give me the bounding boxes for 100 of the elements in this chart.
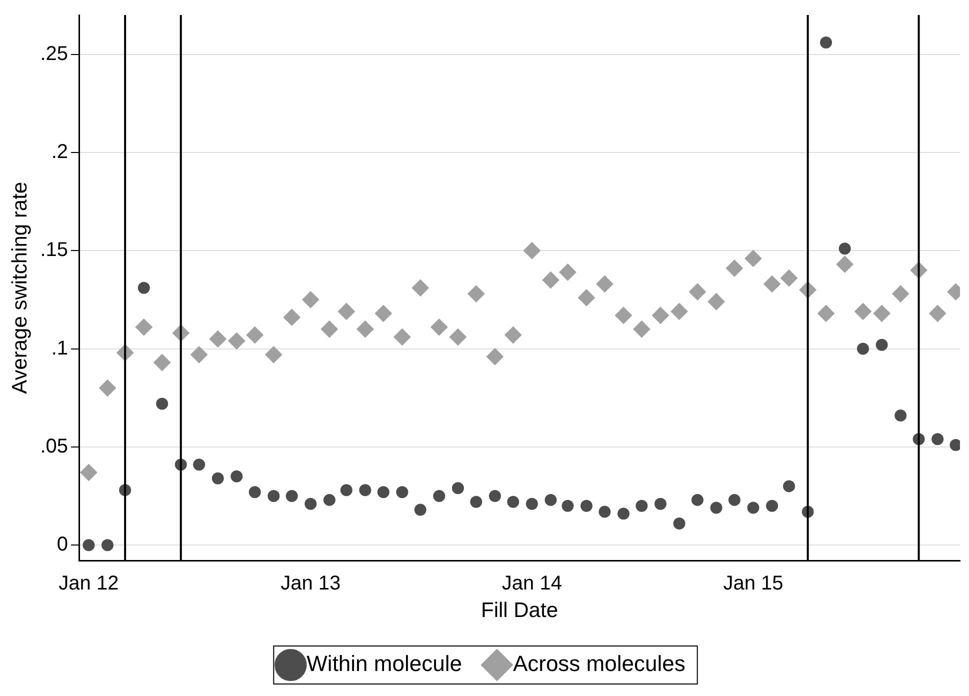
x-tick-label: Jan 15: [723, 572, 784, 594]
point: [854, 302, 872, 320]
point: [323, 494, 336, 506]
point: [836, 256, 854, 273]
point: [820, 36, 832, 48]
point: [578, 289, 595, 306]
point: [304, 498, 317, 510]
point: [783, 480, 796, 492]
point: [504, 326, 522, 344]
point: [340, 484, 352, 496]
point: [688, 283, 706, 300]
point: [544, 494, 557, 506]
point: [780, 270, 798, 287]
point: [580, 500, 592, 512]
point: [80, 464, 98, 481]
point: [286, 490, 298, 502]
point: [412, 279, 429, 296]
point: [246, 326, 264, 344]
point: [764, 275, 781, 292]
point: [470, 496, 482, 508]
point: [452, 482, 464, 494]
point: [156, 398, 168, 410]
point: [876, 338, 888, 351]
point: [932, 433, 944, 446]
point: [430, 318, 448, 336]
x-tick-label: Jan 12: [58, 572, 119, 594]
y-tick-label: .25: [40, 42, 68, 65]
point: [929, 304, 946, 322]
point: [636, 500, 648, 512]
point: [230, 470, 243, 482]
x-tick-label: Jan 13: [280, 572, 341, 594]
y-tick-label: .1: [51, 337, 68, 360]
point: [617, 508, 630, 520]
point: [673, 517, 686, 530]
point: [728, 494, 740, 506]
point: [248, 486, 261, 498]
point: [102, 539, 114, 552]
point: [766, 500, 778, 512]
point: [468, 285, 485, 302]
point: [135, 318, 152, 336]
point: [283, 308, 300, 326]
point: [268, 490, 280, 502]
point: [396, 486, 408, 498]
point: [99, 380, 116, 397]
point: [894, 410, 907, 422]
point: [212, 472, 224, 484]
point: [228, 332, 246, 350]
point: [873, 304, 890, 322]
point: [138, 282, 150, 294]
legend-label: Within molecule: [306, 651, 462, 676]
point: [559, 264, 576, 281]
point: [488, 490, 501, 502]
point: [747, 502, 760, 514]
point: [654, 498, 666, 510]
point: [691, 494, 704, 506]
legend-label: Across molecules: [512, 651, 686, 676]
point: [633, 320, 650, 338]
point: [433, 490, 446, 502]
point: [726, 260, 743, 277]
point: [377, 486, 390, 498]
x-axis-title: Fill Date: [480, 599, 558, 622]
y-tick-label: .05: [40, 435, 68, 458]
point: [652, 306, 669, 324]
point: [818, 304, 834, 322]
point: [507, 496, 520, 508]
point: [542, 272, 560, 289]
y-axis-title: Average switching rate: [8, 182, 32, 394]
point: [414, 504, 426, 516]
point: [523, 242, 540, 260]
point: [856, 342, 869, 355]
point: [193, 458, 206, 471]
point: [302, 291, 320, 308]
point: [744, 250, 762, 267]
point: [265, 346, 282, 364]
point: [892, 285, 910, 302]
point: [449, 328, 466, 346]
point: [209, 330, 226, 348]
y-tick-label: 0: [56, 534, 68, 556]
point: [359, 484, 372, 496]
y-tick-label: .15: [40, 239, 68, 262]
point: [320, 320, 338, 338]
point: [562, 500, 574, 512]
point: [190, 346, 208, 364]
point: [526, 498, 538, 510]
y-tick-label: .2: [51, 140, 68, 163]
point: [486, 348, 504, 366]
x-tick-label: Jan 14: [502, 572, 562, 594]
point: [838, 242, 851, 255]
point: [154, 354, 171, 372]
point: [338, 302, 355, 320]
point: [82, 539, 95, 552]
point: [710, 502, 722, 514]
point: [596, 275, 614, 292]
point: [598, 506, 611, 518]
point: [394, 328, 411, 346]
point: [614, 306, 632, 324]
point: [708, 293, 725, 310]
point: [356, 320, 374, 338]
point: [374, 304, 392, 322]
point: [670, 302, 688, 320]
